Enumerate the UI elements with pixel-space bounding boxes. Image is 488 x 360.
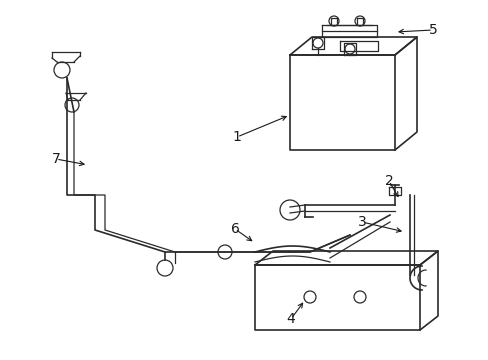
Text: 7: 7 — [52, 152, 60, 166]
Text: 5: 5 — [428, 23, 436, 37]
Text: 3: 3 — [357, 215, 366, 229]
Text: 2: 2 — [384, 174, 392, 188]
Text: 1: 1 — [232, 130, 241, 144]
Text: 6: 6 — [230, 222, 239, 236]
Text: 4: 4 — [286, 312, 295, 326]
